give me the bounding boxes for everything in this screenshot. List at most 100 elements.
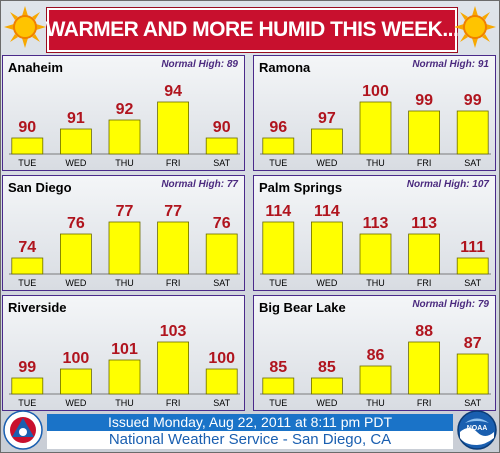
panel-big-bear-lake: 85 TUE 85 WED 86 THU 88 FRI 87 SAT Big Bear Lake … bbox=[253, 295, 496, 411]
bar bbox=[311, 377, 343, 395]
day-label: FRI bbox=[166, 278, 181, 288]
bar bbox=[60, 233, 92, 275]
normal-high: Normal High: 77 bbox=[161, 179, 238, 190]
value-label: 97 bbox=[318, 110, 336, 127]
value-label: 77 bbox=[164, 203, 182, 220]
value-label: 99 bbox=[18, 359, 36, 376]
bar bbox=[11, 257, 44, 275]
normal-high: Normal High: 79 bbox=[412, 299, 489, 310]
day-label: THU bbox=[115, 278, 134, 288]
bar bbox=[456, 257, 489, 275]
day-label: SAT bbox=[464, 158, 481, 168]
city-panels: 90 TUE 91 WED 92 THU 94 FRI 90 SAT Anaheim Normal… bbox=[2, 55, 496, 411]
bar bbox=[456, 110, 489, 155]
day-label: TUE bbox=[18, 398, 36, 408]
bar bbox=[108, 359, 141, 395]
value-label: 92 bbox=[116, 101, 134, 118]
chart-riverside: 99 TUE 100 WED 101 THU 103 FRI 100 SAT bbox=[9, 323, 240, 408]
bar bbox=[262, 377, 295, 395]
city-name: San Diego bbox=[8, 180, 72, 195]
value-label: 113 bbox=[363, 215, 389, 232]
day-label: TUE bbox=[18, 278, 36, 288]
day-label: WED bbox=[65, 158, 86, 168]
day-label: FRI bbox=[417, 398, 432, 408]
panel-anaheim: 90 TUE 91 WED 92 THU 94 FRI 90 SAT Anaheim Normal… bbox=[2, 55, 245, 171]
bar bbox=[311, 221, 343, 275]
panel-palm-springs: 114 TUE 114 WED 113 THU 113 FRI 111 SAT Palm Spri… bbox=[253, 175, 496, 291]
day-label: SAT bbox=[213, 278, 230, 288]
value-label: 111 bbox=[460, 239, 485, 256]
value-label: 100 bbox=[208, 350, 235, 367]
normal-high: Normal High: 91 bbox=[412, 59, 489, 70]
day-label: FRI bbox=[166, 398, 181, 408]
value-label: 96 bbox=[269, 119, 287, 136]
bar bbox=[456, 353, 489, 395]
bar bbox=[359, 365, 392, 395]
nws-logo bbox=[3, 410, 43, 450]
day-label: TUE bbox=[18, 158, 36, 168]
panel-san-diego: 74 TUE 76 WED 77 THU 77 FRI 76 SAT San Diego Norm… bbox=[2, 175, 245, 291]
day-label: WED bbox=[65, 278, 86, 288]
value-label: 91 bbox=[67, 110, 85, 127]
noaa-logo: NOAA bbox=[457, 410, 497, 450]
value-label: 114 bbox=[314, 203, 340, 220]
chart-san-diego: 74 TUE 76 WED 77 THU 77 FRI 76 SAT bbox=[9, 203, 240, 288]
day-label: THU bbox=[366, 398, 385, 408]
city-name: Anaheim bbox=[8, 60, 63, 75]
bar bbox=[157, 341, 190, 395]
value-label: 76 bbox=[67, 215, 85, 232]
day-label: TUE bbox=[269, 278, 287, 288]
day-label: WED bbox=[316, 398, 337, 408]
bar bbox=[11, 137, 44, 155]
day-label: SAT bbox=[213, 398, 230, 408]
value-label: 85 bbox=[318, 359, 336, 376]
day-label: TUE bbox=[269, 398, 287, 408]
bar bbox=[205, 137, 238, 155]
value-label: 113 bbox=[411, 215, 437, 232]
bar bbox=[205, 368, 238, 395]
value-label: 101 bbox=[111, 341, 138, 358]
day-label: WED bbox=[316, 158, 337, 168]
panel-riverside: 99 TUE 100 WED 101 THU 103 FRI 100 SAT Riverside bbox=[2, 295, 245, 411]
panel-ramona: 96 TUE 97 WED 100 THU 99 FRI 99 SAT Ramona Normal… bbox=[253, 55, 496, 171]
value-label: 114 bbox=[265, 203, 291, 220]
day-label: THU bbox=[366, 158, 385, 168]
bar bbox=[359, 233, 392, 275]
city-name: Ramona bbox=[259, 60, 311, 75]
sun-icon bbox=[4, 6, 46, 48]
chart-anaheim: 90 TUE 91 WED 92 THU 94 FRI 90 SAT bbox=[9, 83, 240, 168]
bar bbox=[11, 377, 44, 395]
value-label: 90 bbox=[213, 119, 231, 136]
day-label: WED bbox=[65, 398, 86, 408]
value-label: 87 bbox=[464, 335, 482, 352]
chart-palm-springs: 114 TUE 114 WED 113 THU 113 FRI 111 SAT bbox=[260, 203, 491, 288]
city-name: Palm Springs bbox=[259, 180, 343, 195]
bar bbox=[262, 137, 295, 155]
value-label: 99 bbox=[415, 92, 433, 109]
city-name: Big Bear Lake bbox=[259, 300, 346, 315]
bar bbox=[157, 221, 190, 275]
day-label: THU bbox=[366, 278, 385, 288]
value-label: 90 bbox=[18, 119, 36, 136]
value-label: 74 bbox=[18, 239, 36, 256]
bar bbox=[262, 221, 295, 275]
city-name: Riverside bbox=[8, 300, 67, 315]
value-label: 103 bbox=[160, 323, 187, 340]
normal-high: Normal High: 107 bbox=[406, 179, 489, 190]
day-label: FRI bbox=[166, 158, 181, 168]
noaa-logo-text: NOAA bbox=[467, 425, 488, 432]
issued-footer: Issued Monday, Aug 22, 2011 at 8:11 pm P… bbox=[47, 414, 453, 449]
day-label: SAT bbox=[464, 278, 481, 288]
value-label: 76 bbox=[213, 215, 231, 232]
day-label: SAT bbox=[464, 398, 481, 408]
sun-icon bbox=[454, 6, 496, 48]
value-label: 100 bbox=[63, 350, 90, 367]
bar bbox=[60, 368, 92, 395]
value-label: 86 bbox=[367, 347, 385, 364]
bar bbox=[108, 119, 141, 155]
day-label: SAT bbox=[213, 158, 230, 168]
day-label: THU bbox=[115, 158, 134, 168]
office-name: National Weather Service - San Diego, CA bbox=[108, 431, 392, 448]
bar bbox=[408, 233, 441, 275]
value-label: 77 bbox=[116, 203, 134, 220]
